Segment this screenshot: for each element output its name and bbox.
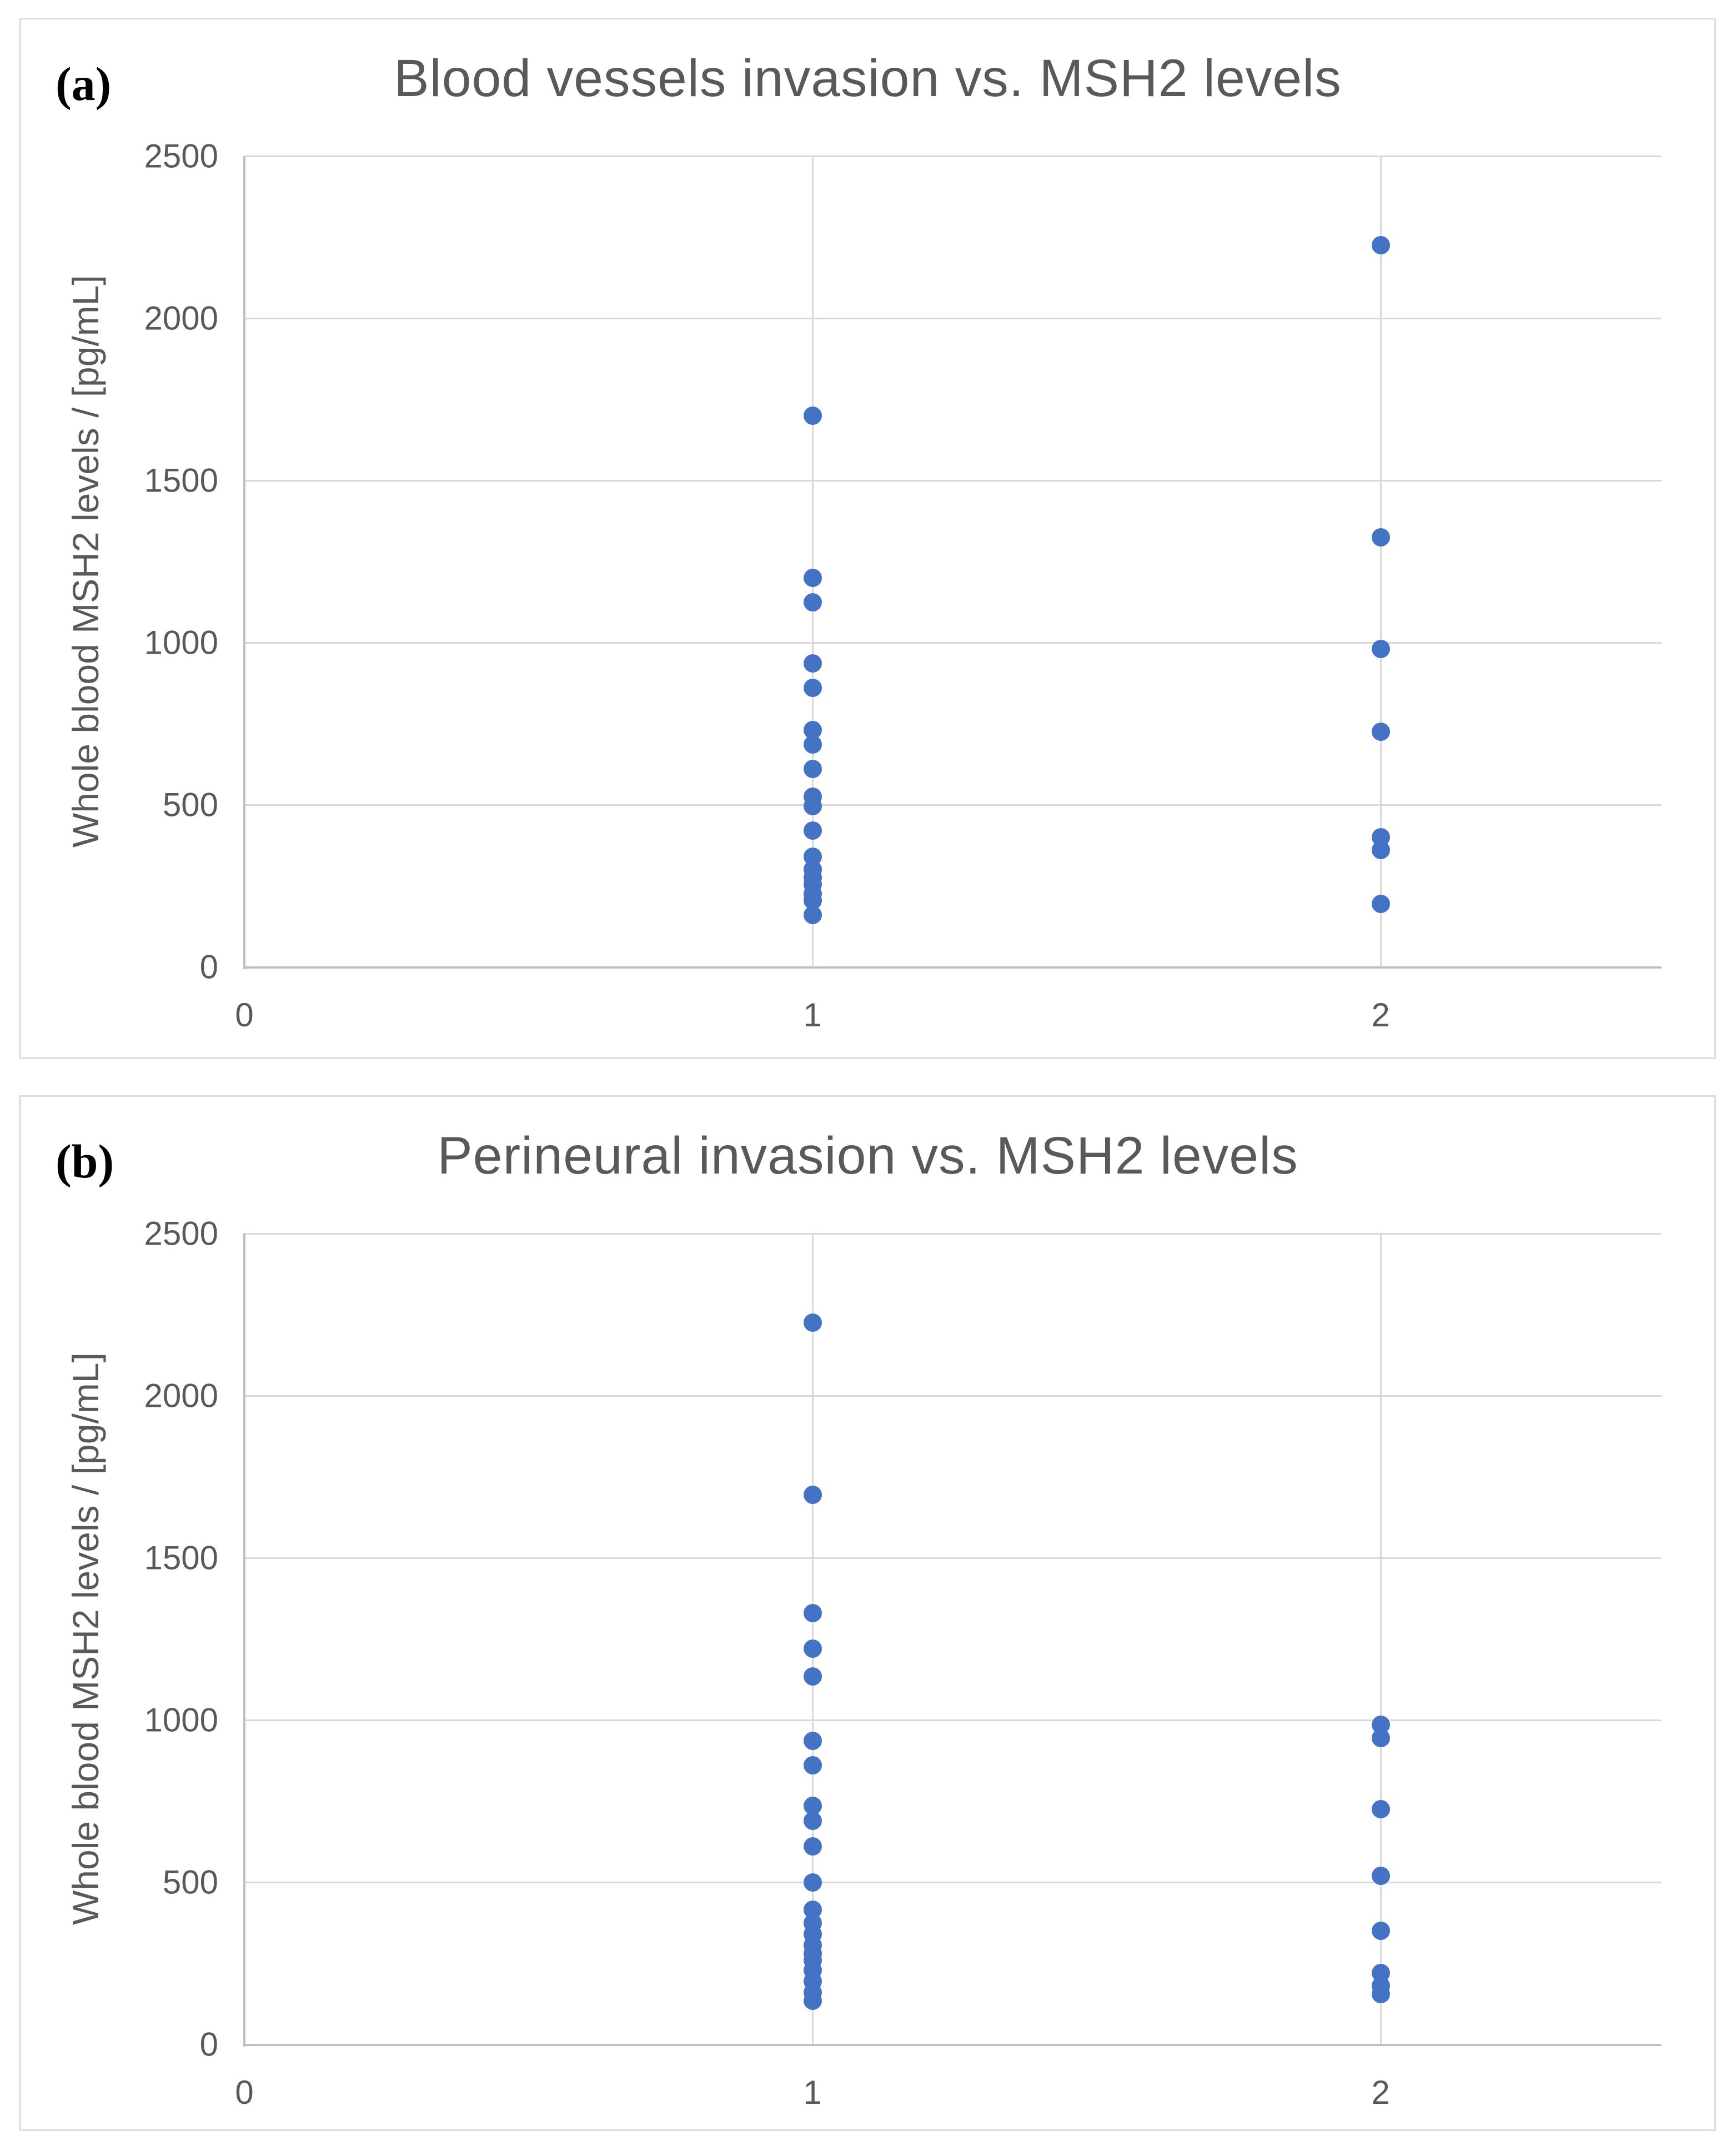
- horizontal-gridline: [244, 156, 1662, 157]
- data-point: [803, 797, 822, 816]
- y-tick-label: 2000: [144, 299, 218, 337]
- data-point: [803, 654, 822, 673]
- data-point: [1371, 1866, 1390, 1885]
- x-axis-line: [244, 966, 1662, 969]
- data-point: [803, 1756, 822, 1775]
- panel-a-chart-title: Blood vessels invasion vs. MSH2 levels: [394, 49, 1342, 108]
- data-point: [1371, 723, 1390, 741]
- y-tick-label: 0: [199, 2025, 218, 2063]
- data-point: [1371, 528, 1390, 546]
- y-tick-label: 500: [162, 786, 218, 824]
- x-tick-label: 0: [235, 2074, 254, 2111]
- data-point: [803, 593, 822, 611]
- x-tick-label: 2: [1371, 996, 1390, 1034]
- data-point: [803, 821, 822, 840]
- y-tick-label: 0: [199, 948, 218, 986]
- panel-b-y-axis-line: [243, 1234, 245, 2047]
- data-point: [803, 1603, 822, 1622]
- x-tick-label: 1: [803, 996, 822, 1034]
- vertical-gridline: [1380, 1234, 1382, 2044]
- panel-b-chart-title: Perineural invasion vs. MSH2 levels: [437, 1126, 1298, 1185]
- data-point: [803, 906, 822, 925]
- panel-b-plot-area: [243, 1233, 1662, 2047]
- vertical-gridline: [812, 156, 814, 967]
- data-point: [803, 1313, 822, 1332]
- panel-b-x-tick-labels: 0 1 2: [235, 2073, 1662, 2118]
- data-point: [803, 1837, 822, 1856]
- data-point: [1371, 1728, 1390, 1747]
- panel-a-label: (a): [56, 57, 112, 111]
- data-point: [1371, 1800, 1390, 1819]
- panel-a-y-axis-line: [243, 156, 245, 969]
- data-point: [803, 1991, 822, 2010]
- data-point: [1371, 1984, 1390, 2003]
- data-point: [1371, 236, 1390, 255]
- data-point: [803, 1732, 822, 1751]
- panel-a-plot-area: [243, 156, 1662, 969]
- data-point: [803, 1873, 822, 1892]
- data-point: [803, 568, 822, 587]
- horizontal-gridline: [244, 1882, 1662, 1883]
- data-point: [1371, 1922, 1390, 1941]
- panel-a-x-tick-labels: 0 1 2: [235, 996, 1662, 1040]
- y-tick-label: 2500: [144, 1215, 218, 1252]
- y-tick-label: 1500: [144, 1539, 218, 1577]
- vertical-gridline: [812, 1234, 814, 2044]
- horizontal-gridline: [244, 1557, 1662, 1559]
- x-tick-label: 2: [1371, 2074, 1390, 2111]
- horizontal-gridline: [244, 642, 1662, 644]
- horizontal-gridline: [244, 318, 1662, 319]
- y-tick-label: 2000: [144, 1377, 218, 1415]
- y-tick-label: 2500: [144, 137, 218, 175]
- panel-b-y-tick-labels: 0 500 1000 1500 2000 2500: [21, 1215, 218, 2063]
- horizontal-gridline: [244, 1233, 1662, 1235]
- data-point: [1371, 841, 1390, 860]
- data-point: [803, 679, 822, 698]
- data-point: [803, 1811, 822, 1830]
- horizontal-gridline: [244, 480, 1662, 482]
- vertical-gridline: [1380, 156, 1382, 967]
- x-axis-line: [244, 2044, 1662, 2046]
- data-point: [803, 1667, 822, 1686]
- data-point: [803, 1639, 822, 1658]
- horizontal-gridline: [244, 1719, 1662, 1721]
- y-tick-label: 500: [162, 1863, 218, 1901]
- horizontal-gridline: [244, 804, 1662, 806]
- data-point: [803, 735, 822, 754]
- x-tick-label: 0: [235, 996, 254, 1034]
- panel-b-label: (b): [56, 1135, 114, 1188]
- y-tick-label: 1500: [144, 462, 218, 499]
- data-point: [803, 760, 822, 779]
- horizontal-gridline: [244, 1395, 1662, 1397]
- panel-a: (a) Blood vessels invasion vs. MSH2 leve…: [19, 18, 1716, 1059]
- panel-b: (b) Perineural invasion vs. MSH2 levels …: [19, 1095, 1716, 2131]
- panel-a-y-tick-labels: 0 500 1000 1500 2000 2500: [21, 138, 218, 986]
- data-point: [1371, 894, 1390, 913]
- x-tick-label: 1: [803, 2074, 822, 2111]
- y-tick-label: 1000: [144, 624, 218, 661]
- data-point: [803, 1485, 822, 1504]
- data-point: [803, 406, 822, 425]
- y-tick-label: 1000: [144, 1701, 218, 1739]
- data-point: [1371, 640, 1390, 659]
